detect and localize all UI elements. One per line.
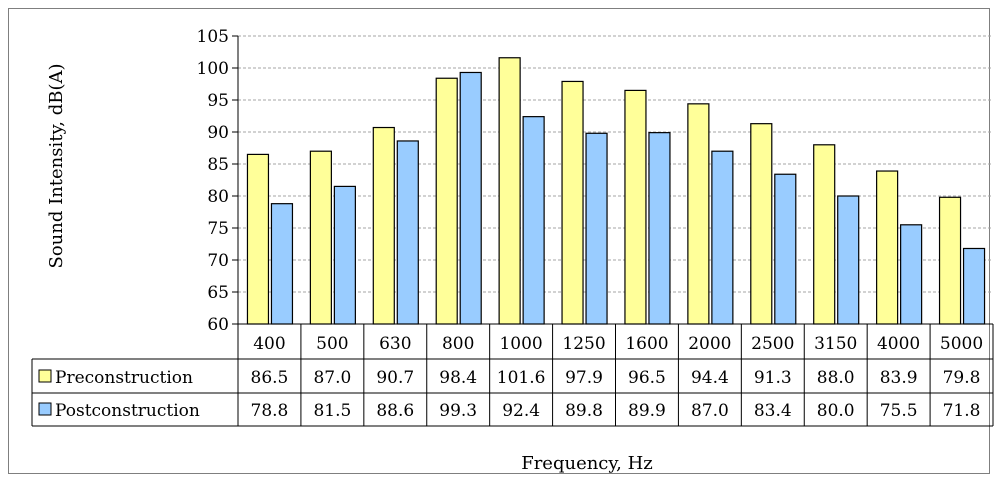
- category-label: 3150: [814, 334, 857, 354]
- legend-swatch-preconstruction: [38, 369, 52, 383]
- bar-preconstruction-2000: [687, 103, 710, 325]
- category-label: 1000: [499, 334, 542, 354]
- data-label: 92.4: [502, 401, 540, 421]
- data-label: 88.0: [817, 368, 855, 388]
- category-label: 4000: [877, 334, 920, 354]
- category-label: 500: [316, 334, 348, 354]
- y-tick-label: 105: [197, 27, 229, 47]
- data-table: 400 500 630 800 1000 1250 1600 2000 2500 3150 4000…: [31, 323, 994, 427]
- bar-preconstruction-400: [246, 153, 270, 325]
- bar-preconstruction-4000: [876, 170, 899, 325]
- bar-preconstruction-630: [372, 126, 395, 325]
- x-axis-title: Frequency, Hz: [521, 453, 653, 474]
- data-label: 78.8: [251, 401, 289, 421]
- axes-group: 60 65 70 75 80 85 90 95 100 105: [197, 27, 239, 335]
- data-label: 71.8: [943, 401, 981, 421]
- y-tick-label: 100: [197, 59, 229, 79]
- data-label: 91.3: [754, 368, 792, 388]
- category-label: 2000: [688, 334, 731, 354]
- category-label: 1250: [562, 334, 605, 354]
- data-label: 83.9: [880, 368, 918, 388]
- data-label: 87.0: [691, 401, 729, 421]
- bar-postconstruction-2000: [711, 150, 734, 325]
- bar-postconstruction-1000: [522, 116, 545, 325]
- data-label: 79.8: [943, 368, 981, 388]
- data-label: 88.6: [376, 401, 414, 421]
- data-label: 80.0: [817, 401, 855, 421]
- y-tick-label: 65: [207, 283, 229, 303]
- data-label: 94.4: [691, 368, 729, 388]
- category-label: 1600: [625, 334, 668, 354]
- legend-swatch-postconstruction: [38, 402, 52, 416]
- data-label: 81.5: [313, 401, 351, 421]
- bar-postconstruction-800: [459, 71, 482, 325]
- category-label: 5000: [940, 334, 983, 354]
- y-tick-label: 75: [207, 219, 229, 239]
- data-label: 75.5: [880, 401, 918, 421]
- series-name: Preconstruction: [55, 368, 193, 388]
- data-label: 96.5: [628, 368, 666, 388]
- y-axis-title: Sound Intensity, dB(A): [46, 63, 67, 268]
- category-label: 400: [253, 334, 285, 354]
- bar-preconstruction-1000: [498, 57, 521, 325]
- gridlines: [238, 35, 993, 293]
- bar-preconstruction-500: [309, 150, 332, 325]
- y-tick-label: 60: [207, 315, 229, 335]
- y-tick-label: 85: [207, 155, 229, 175]
- data-label: 98.4: [439, 368, 477, 388]
- bar-postconstruction-5000: [962, 247, 986, 325]
- y-tick-label: 95: [207, 91, 229, 111]
- bar-preconstruction-3150: [813, 144, 836, 325]
- data-label: 101.6: [497, 368, 546, 388]
- bar-postconstruction-1600: [648, 132, 671, 325]
- category-label: 800: [442, 334, 474, 354]
- y-tick-label: 70: [207, 251, 229, 271]
- bar-postconstruction-630: [396, 140, 419, 325]
- bar-preconstruction-5000: [938, 196, 962, 325]
- bar-postconstruction-500: [333, 185, 356, 325]
- data-label: 99.3: [439, 401, 477, 421]
- bar-postconstruction-2500: [774, 173, 797, 325]
- bar-preconstruction-1600: [624, 89, 647, 325]
- data-label: 89.9: [628, 401, 666, 421]
- data-label: 90.7: [376, 368, 414, 388]
- bars-group: [246, 57, 986, 325]
- bar-preconstruction-2500: [750, 123, 773, 325]
- bar-postconstruction-1250: [585, 132, 608, 325]
- data-label: 89.8: [565, 401, 603, 421]
- data-label: 87.0: [313, 368, 351, 388]
- bar-preconstruction-800: [435, 77, 458, 325]
- bar-postconstruction-4000: [900, 224, 923, 325]
- chart-frame: [8, 8, 990, 474]
- data-label: 83.4: [754, 401, 792, 421]
- data-label: 97.9: [565, 368, 603, 388]
- bar-postconstruction-400: [270, 203, 294, 325]
- bar-postconstruction-3150: [837, 195, 860, 325]
- category-label: 630: [379, 334, 411, 354]
- category-label: 2500: [751, 334, 794, 354]
- y-tick-label: 90: [207, 123, 229, 143]
- bar-preconstruction-1250: [561, 80, 584, 325]
- data-label: 86.5: [251, 368, 289, 388]
- y-tick-label: 80: [207, 187, 229, 207]
- series-name: Postconstruction: [55, 401, 200, 421]
